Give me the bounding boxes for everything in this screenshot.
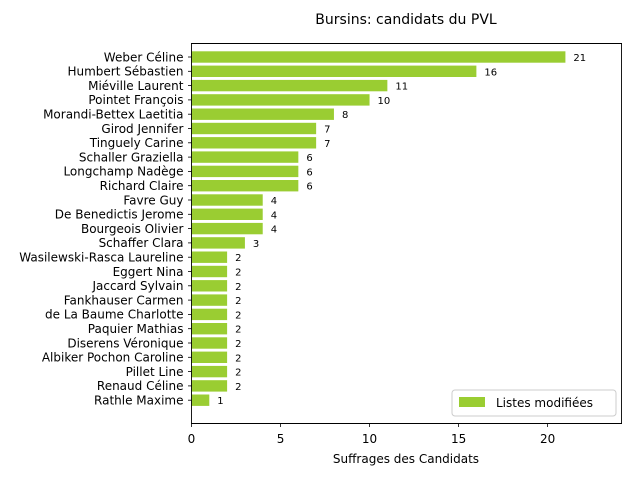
y-tick-label: De Benedictis Jerome [55,208,184,222]
y-tick-label: Favre Guy [123,193,183,207]
y-tick-label: Schaffer Clara [99,236,184,250]
bar [191,122,317,135]
value-label: 6 [306,153,312,164]
value-label: 21 [573,53,586,64]
value-label: 6 [306,167,312,178]
value-label: 6 [306,182,312,193]
bar [191,365,228,378]
bar [191,394,210,406]
value-label: 7 [324,125,330,136]
bar [191,280,228,292]
y-tick-label: Albiker Pochon Caroline [42,351,184,365]
value-label: 2 [235,353,241,364]
value-label: 2 [235,253,241,264]
y-tick-label: Wasilewski-Rasca Laureline [19,251,183,265]
bar [191,337,228,349]
value-label: 7 [324,139,330,150]
bar [191,308,228,321]
x-tick-label: 0 [188,432,196,446]
y-tick-label: Girod Jennifer [101,122,183,136]
bar [191,51,566,63]
value-label: 2 [235,325,241,336]
bar [191,294,228,306]
value-label: 2 [235,296,241,307]
y-tick-label: de La Baume Charlotte [45,308,184,322]
bar [191,165,299,178]
bar [191,265,228,278]
y-tick-label: Schaller Graziella [79,150,184,164]
bar [191,94,370,106]
bar [191,65,477,77]
value-label: 8 [342,110,348,121]
legend-label: Listes modifiées [496,396,593,410]
axes-frame [191,43,622,424]
value-label: 2 [235,268,241,279]
x-tick-label: 15 [451,432,466,446]
chart-title: Bursins: candidats du PVL [315,12,497,28]
bar [191,323,228,335]
bars-group [191,51,566,406]
y-tick-label: Bourgeois Olivier [81,222,184,236]
y-tick-label: Tinguely Carine [89,136,184,150]
value-label: 4 [271,225,277,236]
legend-frame [451,389,617,417]
bar [191,151,299,163]
value-label: 2 [235,368,241,379]
value-label: 3 [253,239,259,250]
value-label: 2 [235,339,241,350]
bar [191,108,334,120]
bar [191,180,299,192]
y-tick-label: Richard Claire [100,179,184,193]
y-tick-label: Humbert Sébastien [67,65,183,79]
bar [191,351,228,363]
value-label: 10 [378,96,391,107]
bar [191,79,388,92]
value-label: 16 [484,67,497,78]
bar [191,237,245,249]
bar [191,208,263,220]
bar [191,380,228,392]
value-label: 2 [235,282,241,293]
y-tick-label: Fankhauser Carmen [64,293,184,307]
legend: Listes modifiées [451,389,617,417]
value-label: 2 [235,310,241,321]
legend-swatch [459,397,485,407]
bar [191,137,317,149]
y-tick-label: Longchamp Nadège [63,165,183,179]
y-tick-label: Diserens Véronique [67,336,183,350]
y-tick-label: Morandi-Bettex Laetitia [43,108,183,122]
y-tick-label: Rathle Maxime [94,394,183,408]
y-tick-label: Renaud Céline [97,379,184,393]
x-tick-label: 20 [540,432,555,446]
y-tick-label: Eggert Nina [113,265,184,279]
value-label: 4 [271,210,277,221]
y-tick-label: Jaccard Sylvain [91,279,183,293]
y-tick-label: Paquier Mathias [88,322,184,336]
value-label: 11 [395,82,408,93]
bar [191,194,263,206]
x-tick-label: 5 [277,432,285,446]
x-axis-label: Suffrages des Candidats [333,452,479,466]
bar [191,222,263,235]
y-tick-label: Miéville Laurent [88,79,184,93]
value-label: 1 [217,396,223,407]
value-label: 4 [271,196,277,207]
x-tick-label: 10 [362,432,377,446]
y-tick-label: Pillet Line [126,365,184,379]
y-tick-label: Weber Céline [104,50,184,64]
bar [191,251,228,263]
x-axis-ticks: 0 5 10 15 20 [188,423,555,446]
y-tick-label: Pointet François [88,93,183,107]
value-label: 2 [235,382,241,393]
